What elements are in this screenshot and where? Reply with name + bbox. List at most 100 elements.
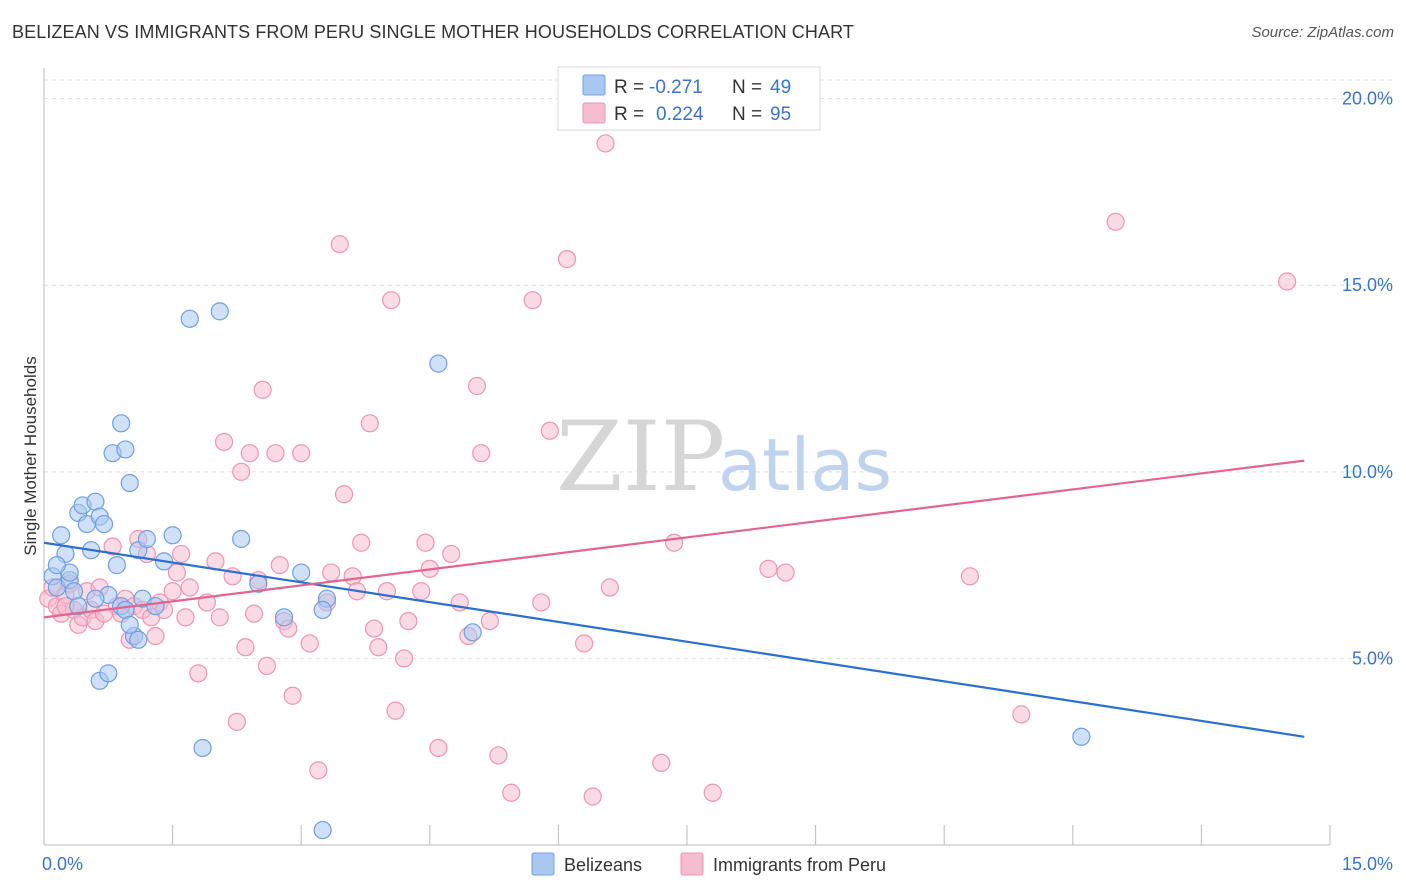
y-tick-label-1: 10.0% [1342,462,1393,482]
peru-point-58 [343,567,362,586]
peru-point-91 [703,783,722,802]
legend-r-label-1: R = [614,77,644,98]
axes [43,68,1331,846]
belizeans-point-14 [112,414,131,433]
peru-point-92 [759,559,778,578]
peru-point-97 [1278,272,1297,291]
peru-point-32 [189,664,208,683]
peru-point-76 [467,376,487,396]
source-label: Source: ZipAtlas.com [1251,24,1394,41]
belizeans-point-42 [463,623,482,642]
peru-point-82 [532,593,551,612]
peru-point-79 [489,746,508,765]
peru-point-67 [394,649,414,668]
belizeans-point-41 [429,354,448,373]
trend-lines [43,459,1305,738]
peru-point-38 [227,712,246,731]
peru-trend-line [43,459,1305,619]
belizeans-point-10 [86,492,105,511]
legend-r-value-1: -0.271 [649,77,703,98]
peru-point-44 [253,380,272,399]
peru-point-88 [600,578,619,597]
legend-swatch-belizeans [582,74,606,96]
bottom-legend: Belizeans Immigrants from Peru [531,852,886,876]
peru-point-83 [540,421,559,440]
peru-point-51 [292,444,311,463]
belizeans-point-30 [86,589,105,608]
peru-point-27 [163,582,182,601]
belizeans-point-23 [116,600,135,620]
peru-point-53 [309,761,328,780]
belizeans-point-34 [210,302,229,321]
legend-swatch-peru [582,102,606,124]
peru-point-60 [352,533,371,552]
belizeans-point-44 [313,820,332,840]
peru-point-30 [176,608,195,627]
peru-point-62 [364,619,384,638]
peru-point-42 [244,604,264,623]
belizeans-points [43,302,1091,840]
peru-point-69 [412,582,431,601]
chart-title: BELIZEAN VS IMMIGRANTS FROM PERU SINGLE … [12,22,854,42]
peru-point-66 [386,701,405,720]
bottom-legend-swatch-belizeans [531,852,555,876]
peru-point-56 [330,235,349,254]
peru-point-40 [236,638,255,657]
belizeans-point-32 [99,664,118,683]
peru-point-50 [283,686,302,705]
peru-point-24 [146,626,165,646]
peru-point-45 [257,656,277,675]
peru-point-35 [210,608,229,627]
peru-point-61 [360,414,379,433]
belizeans-point-48 [47,556,66,575]
belizeans-point-21 [137,529,156,549]
belizeans-point-28 [120,615,139,634]
belizeans-point-45 [1072,727,1091,746]
peru-point-63 [369,638,388,657]
bottom-legend-label-peru: Immigrants from Peru [713,855,886,875]
peru-point-70 [416,533,435,552]
peru-point-39 [232,462,251,481]
peru-point-80 [502,783,521,802]
legend-n-value-1: 49 [770,77,791,98]
legend-n-value-2: 95 [770,104,791,125]
legend-n-label-1: N = [732,77,762,98]
peru-point-68 [399,611,418,631]
watermark: ZIP atlas [556,401,892,513]
peru-point-36 [214,432,234,452]
peru-point-81 [523,291,542,310]
peru-point-52 [300,634,319,653]
belizeans-point-12 [94,514,114,534]
x-tick-label-1: 15.0% [1342,854,1393,874]
peru-point-46 [266,444,285,463]
peru-point-73 [442,544,461,564]
belizeans-point-29 [129,630,148,649]
bottom-legend-swatch-peru [680,852,704,876]
peru-point-78 [480,611,499,631]
peru-point-90 [665,533,684,552]
belizeans-point-40 [313,600,332,620]
y-tick-label-3: 20.0% [1342,89,1393,109]
belizeans-point-5 [64,582,84,601]
peru-point-57 [334,485,354,504]
peru-point-29 [172,544,191,564]
belizeans-point-15 [116,440,135,459]
y-tick-label-0: 5.0% [1352,648,1393,668]
peru-point-87 [596,134,615,153]
y-tick-label-2: 15.0% [1342,275,1393,295]
y-axis-label: Single Mother Households [21,356,40,555]
peru-point-72 [429,738,448,758]
belizeans-point-35 [232,529,251,549]
peru-point-96 [1106,212,1125,231]
belizeans-point-38 [292,563,311,582]
belizeans-trend-line [43,541,1305,738]
peru-point-95 [1012,705,1031,724]
peru-point-31 [180,578,199,597]
peru-point-77 [472,444,491,463]
watermark-atlas: atlas [718,423,892,507]
belizeans-point-2 [52,526,71,545]
peru-point-65 [382,291,401,310]
legend-r-value-2: 0.224 [656,104,704,125]
peru-point-14 [103,537,122,556]
